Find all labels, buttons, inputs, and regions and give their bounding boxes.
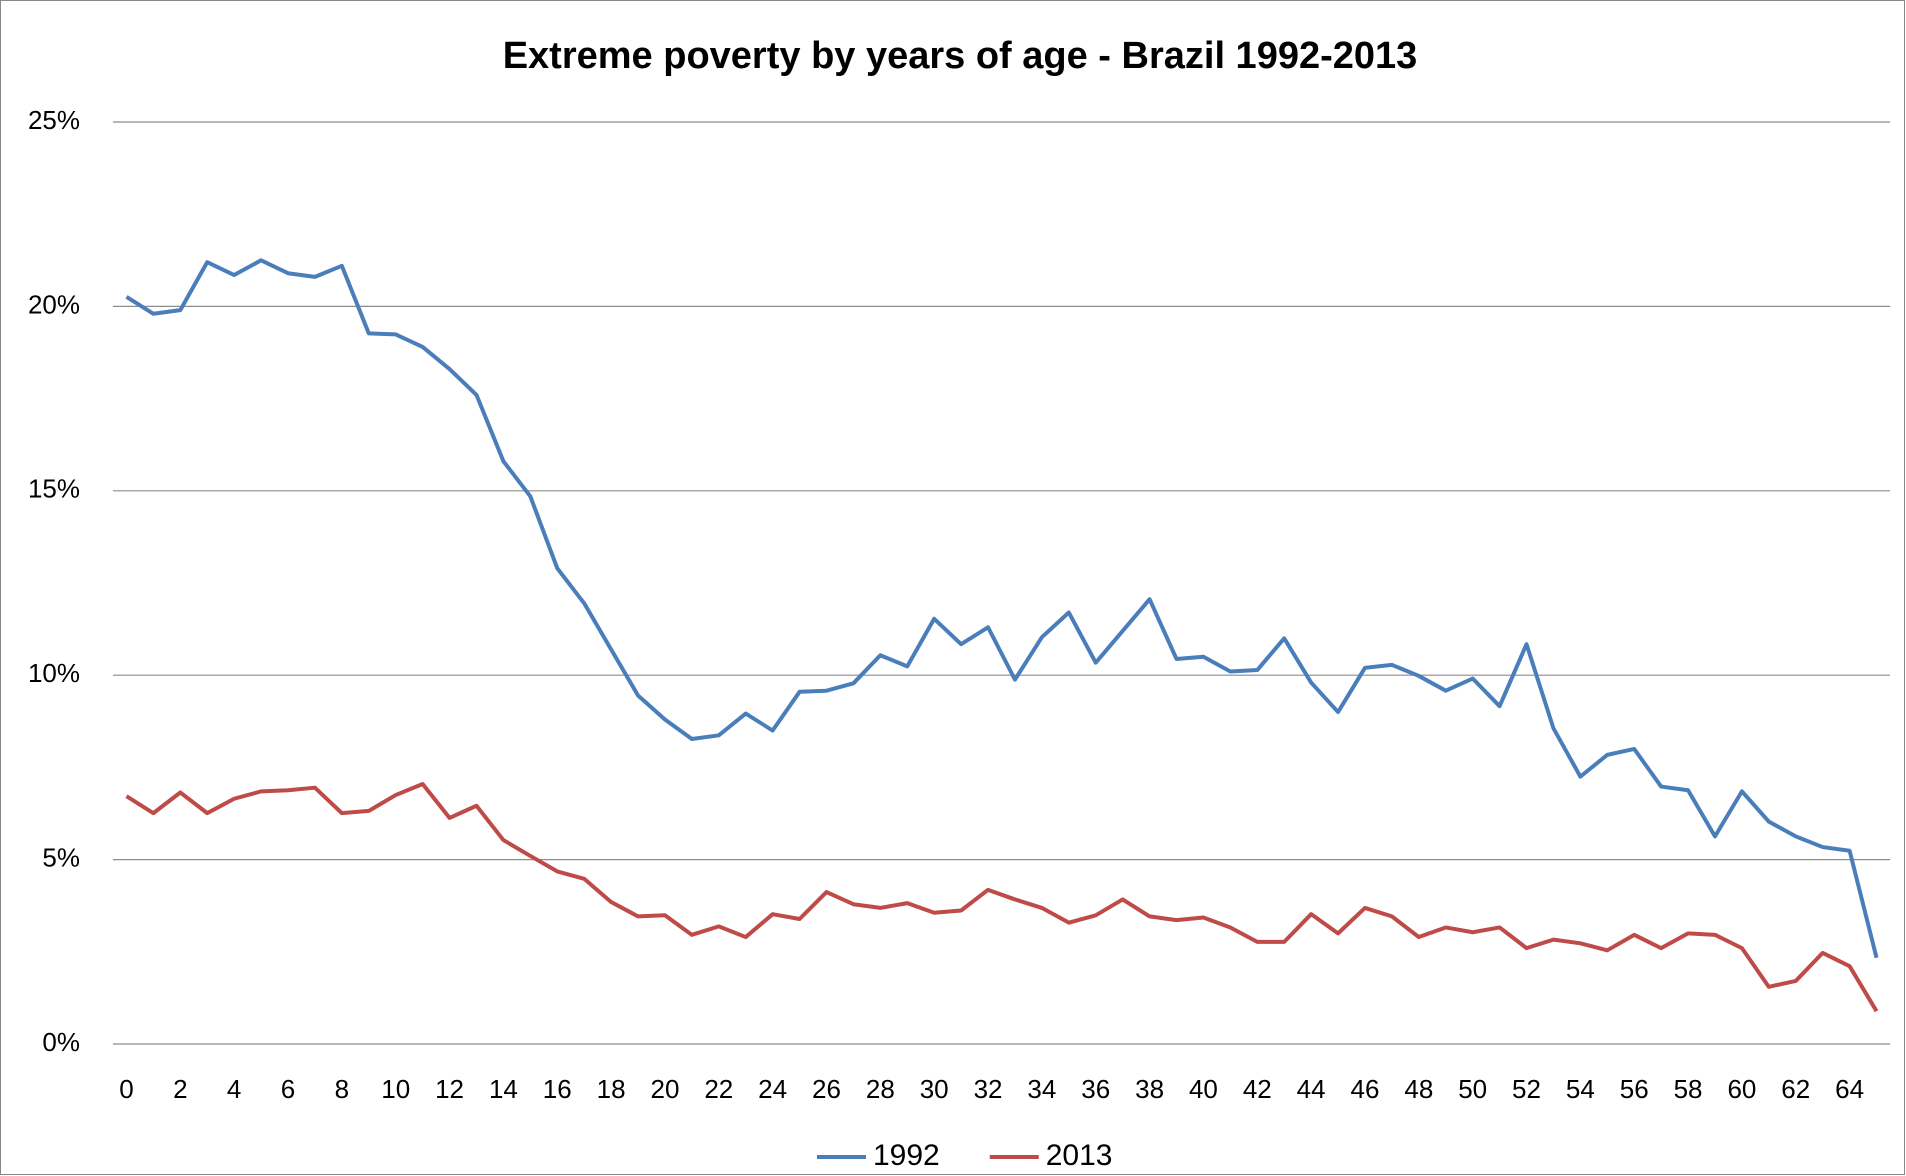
x-tick-label: 52 <box>1512 1074 1541 1104</box>
x-tick-label: 50 <box>1458 1074 1487 1104</box>
x-tick-label: 34 <box>1027 1074 1056 1104</box>
x-tick-label: 24 <box>758 1074 787 1104</box>
chart-title: Extreme poverty by years of age - Brazil… <box>503 35 1418 77</box>
y-tick-label: 20% <box>28 289 80 319</box>
x-tick-label: 14 <box>489 1074 518 1104</box>
x-tick-label: 10 <box>381 1074 410 1104</box>
x-tick-label: 38 <box>1135 1074 1164 1104</box>
line-series <box>125 781 1879 1013</box>
x-tick-label: 48 <box>1404 1074 1433 1104</box>
x-tick-label: 16 <box>543 1074 572 1104</box>
line-series <box>125 258 1879 959</box>
x-tick-label: 6 <box>281 1074 295 1104</box>
y-tick-label: 5% <box>42 842 80 872</box>
x-tick-label: 4 <box>227 1074 241 1104</box>
x-tick-label: 40 <box>1189 1074 1218 1104</box>
x-tick-label: 54 <box>1566 1074 1595 1104</box>
x-tick-label: 42 <box>1243 1074 1272 1104</box>
x-tick-label: 58 <box>1674 1074 1703 1104</box>
x-tick-label: 62 <box>1781 1074 1810 1104</box>
x-tick-label: 60 <box>1727 1074 1756 1104</box>
x-tick-label: 56 <box>1620 1074 1649 1104</box>
x-tick-label: 36 <box>1081 1074 1110 1104</box>
x-tick-label: 20 <box>650 1074 679 1104</box>
x-tick-label: 12 <box>435 1074 464 1104</box>
x-tick-label: 28 <box>866 1074 895 1104</box>
y-tick-label: 10% <box>28 658 80 688</box>
x-tick-label: 2 <box>173 1074 187 1104</box>
x-tick-label: 64 <box>1835 1074 1864 1104</box>
x-tick-label: 18 <box>597 1074 626 1104</box>
x-tick-label: 8 <box>335 1074 349 1104</box>
x-tick-label: 46 <box>1351 1074 1380 1104</box>
legend-label: 1992 <box>873 1139 940 1172</box>
y-tick-label: 15% <box>28 474 80 504</box>
x-tick-label: 22 <box>704 1074 733 1104</box>
x-tick-label: 30 <box>920 1074 949 1104</box>
x-tick-label: 32 <box>974 1074 1003 1104</box>
x-tick-label: 0 <box>119 1074 133 1104</box>
x-tick-label: 26 <box>812 1074 841 1104</box>
legend-label: 2013 <box>1046 1139 1113 1172</box>
x-tick-label: 44 <box>1297 1074 1326 1104</box>
y-tick-label: 25% <box>28 105 80 135</box>
y-tick-label: 0% <box>42 1027 80 1057</box>
